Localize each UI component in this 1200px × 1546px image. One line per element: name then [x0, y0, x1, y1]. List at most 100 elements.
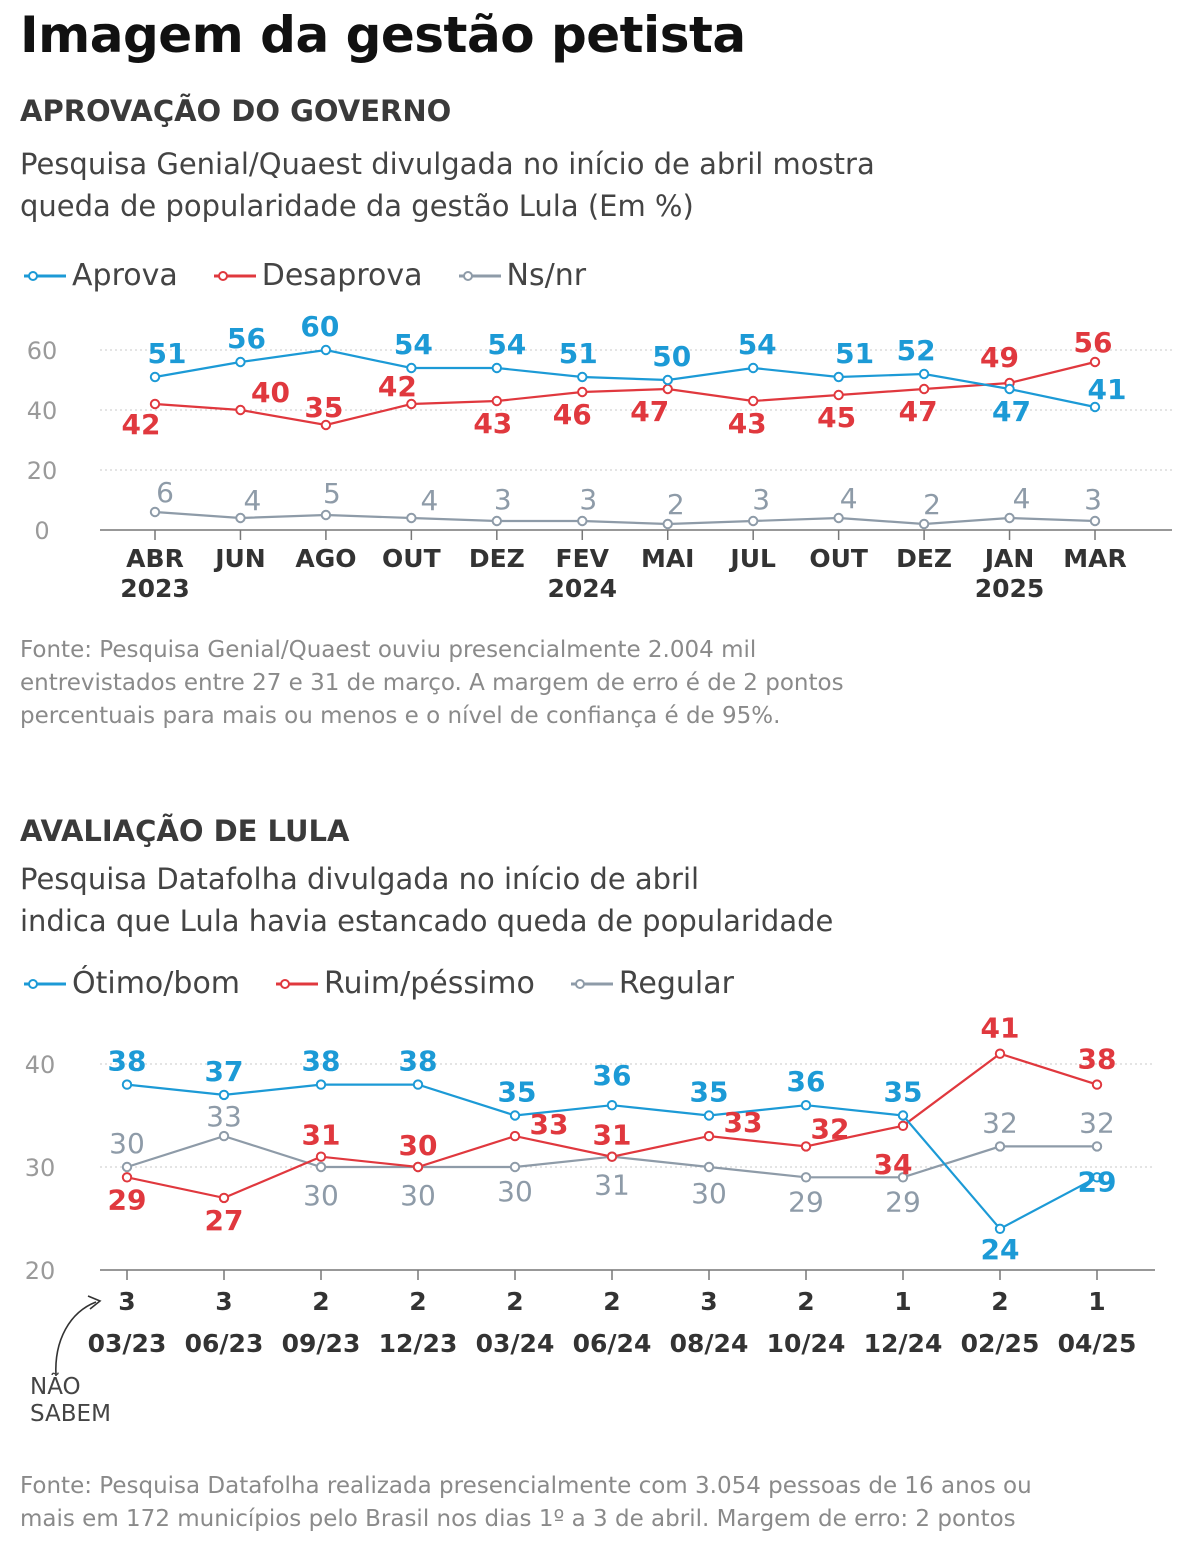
c2-nao-sabem-value-8: 1 — [894, 1287, 911, 1316]
c2-data-label-1-7: 32 — [811, 1112, 850, 1145]
c1-data-label-0-5: 51 — [559, 337, 598, 370]
c2-point-1-9 — [994, 1048, 1006, 1059]
c1-data-label-0-6: 50 — [652, 340, 691, 373]
c2-data-label-1-1: 27 — [205, 1204, 244, 1237]
c1-ytick-40: 40 — [27, 397, 58, 425]
c1-point-0-3 — [406, 362, 417, 374]
legend-swatch-otimo-bom — [24, 978, 66, 989]
c1-point-1-9 — [918, 383, 930, 395]
c1-ytick-60: 60 — [27, 337, 58, 365]
c2-point-0-1 — [218, 1089, 230, 1101]
c1-data-label-1-6: 47 — [630, 395, 669, 428]
c2-data-label-0-3: 38 — [399, 1045, 438, 1078]
c1-point-1-3 — [406, 398, 417, 410]
c1-data-label-1-2: 35 — [304, 391, 343, 424]
c2-nao-sabem-value-9: 2 — [991, 1287, 1008, 1316]
c2-data-label-1-9: 41 — [981, 1012, 1020, 1045]
chart1-subtitle-line-2: queda de popularidade da gestão Lula (Em… — [20, 189, 694, 223]
c1-data-label-1-7: 43 — [728, 407, 767, 440]
c2-point-0-7 — [800, 1100, 812, 1111]
c1-data-label-0-3: 54 — [394, 328, 433, 361]
c2-data-label-2-1: 33 — [206, 1100, 242, 1133]
chart1-source-line-1: Fonte: Pesquisa Genial/Quaest ouviu pres… — [20, 637, 757, 663]
legend-label-regular: Regular — [618, 966, 734, 1001]
c2-nao-sabem-value-0: 3 — [118, 1287, 135, 1316]
c2-category-label-7: 10/24 — [767, 1329, 846, 1358]
c1-point-2-6 — [662, 518, 673, 530]
c2-data-label-0-9: 24 — [981, 1233, 1020, 1266]
c2-data-label-2-7: 29 — [788, 1185, 824, 1218]
c1-point-1-2 — [320, 419, 332, 431]
legend-item-aprova: Aprova — [22, 258, 178, 293]
c2-point-0-6 — [703, 1110, 715, 1121]
c1-category-label-7: JUL — [728, 544, 776, 573]
c2-point-2-0 — [121, 1161, 133, 1173]
c1-data-label-2-9: 2 — [923, 488, 941, 521]
c1-category-label-3: OUT — [382, 544, 441, 573]
c1-data-label-0-8: 51 — [835, 337, 874, 370]
c2-point-0-0 — [121, 1079, 133, 1090]
c2-category-label-5: 06/24 — [573, 1329, 652, 1358]
page-title: Imagem da gestão petista — [20, 6, 746, 64]
c1-data-label-0-10: 47 — [992, 395, 1031, 428]
c1-category-label-0: ABR — [126, 544, 184, 573]
c1-data-label-2-10: 4 — [1013, 482, 1031, 515]
legend-item-ruim-pessimo: Ruim/péssimo — [274, 966, 535, 1001]
legend-item-regular: Regular — [569, 966, 734, 1001]
c2-data-label-2-4: 30 — [497, 1175, 533, 1208]
c2-point-2-10 — [1091, 1141, 1103, 1152]
legend-swatch-aprova — [24, 270, 66, 281]
c1-point-0-7 — [747, 362, 759, 374]
c1-point-0-1 — [235, 356, 246, 368]
c2-point-2-2 — [315, 1161, 327, 1173]
c1-category-label-2: AGO — [295, 544, 356, 573]
c1-ytick-20: 20 — [27, 457, 58, 485]
c2-category-label-0: 03/23 — [88, 1329, 167, 1358]
c2-point-0-3 — [412, 1079, 424, 1090]
c1-data-label-0-1: 56 — [227, 322, 266, 355]
c2-data-label-1-4: 33 — [530, 1108, 569, 1141]
c2-point-2-9 — [994, 1141, 1006, 1152]
c2-nao-sabem-value-1: 3 — [215, 1287, 232, 1316]
c1-point-0-0 — [149, 371, 161, 383]
c2-data-label-1-8: 34 — [874, 1148, 913, 1181]
c1-data-label-2-4: 3 — [494, 483, 512, 516]
c2-data-label-0-2: 38 — [302, 1045, 341, 1078]
c2-data-label-2-10: 32 — [1079, 1106, 1115, 1139]
c2-point-0-8 — [897, 1110, 909, 1121]
chart2-title: AVALIAÇÃO DE LULA — [20, 814, 350, 848]
c1-data-label-1-5: 46 — [553, 398, 592, 431]
chart2-subtitle-line-2: indica que Lula havia estancado queda de… — [20, 904, 834, 938]
legend-item-otimo-bom: Ótimo/bom — [22, 966, 240, 1001]
c1-ytick-0: 0 — [34, 517, 49, 545]
c2-ytick-30: 30 — [25, 1154, 56, 1182]
c1-data-label-1-9: 47 — [899, 395, 938, 428]
c2-data-label-2-8: 29 — [885, 1185, 921, 1218]
legend-swatch-ruim-pessimo — [276, 978, 319, 989]
nao-sabem-label: NÃO SABEM — [30, 1374, 130, 1428]
c1-category-label-9: DEZ — [896, 544, 952, 573]
c1-category-year-10: 2025 — [975, 574, 1045, 603]
c2-nao-sabem-value-4: 2 — [506, 1287, 523, 1316]
c2-point-2-4 — [509, 1161, 521, 1173]
c1-data-label-1-10: 49 — [980, 341, 1019, 374]
legend-label-nsnr: Ns/nr — [506, 258, 587, 293]
c2-ytick-40: 40 — [25, 1051, 56, 1079]
c2-category-label-8: 12/24 — [864, 1329, 943, 1358]
c1-data-label-2-2: 5 — [323, 477, 341, 510]
c2-data-label-2-9: 32 — [982, 1106, 1018, 1139]
c2-point-0-9 — [994, 1223, 1006, 1235]
chart1-source-line-2: entrevistados entre 27 e 31 de março. A … — [20, 670, 844, 696]
legend-label-ruim-pessimo: Ruim/péssimo — [324, 966, 535, 1001]
nao-sabem-line-1: NÃO — [30, 1374, 81, 1400]
c1-data-label-0-2: 60 — [300, 310, 339, 343]
c2-nao-sabem-arrowhead — [87, 1295, 102, 1310]
c1-data-label-1-11: 56 — [1074, 326, 1113, 359]
c2-point-1-8 — [897, 1120, 909, 1132]
c1-data-label-1-4: 43 — [473, 407, 512, 440]
chart1-source: Fonte: Pesquisa Genial/Quaest ouviu pres… — [20, 634, 1170, 733]
chart1-title: APROVAÇÃO DO GOVERNO — [20, 94, 452, 128]
c2-data-label-0-6: 35 — [690, 1076, 729, 1109]
c1-data-label-0-0: 51 — [148, 337, 187, 370]
